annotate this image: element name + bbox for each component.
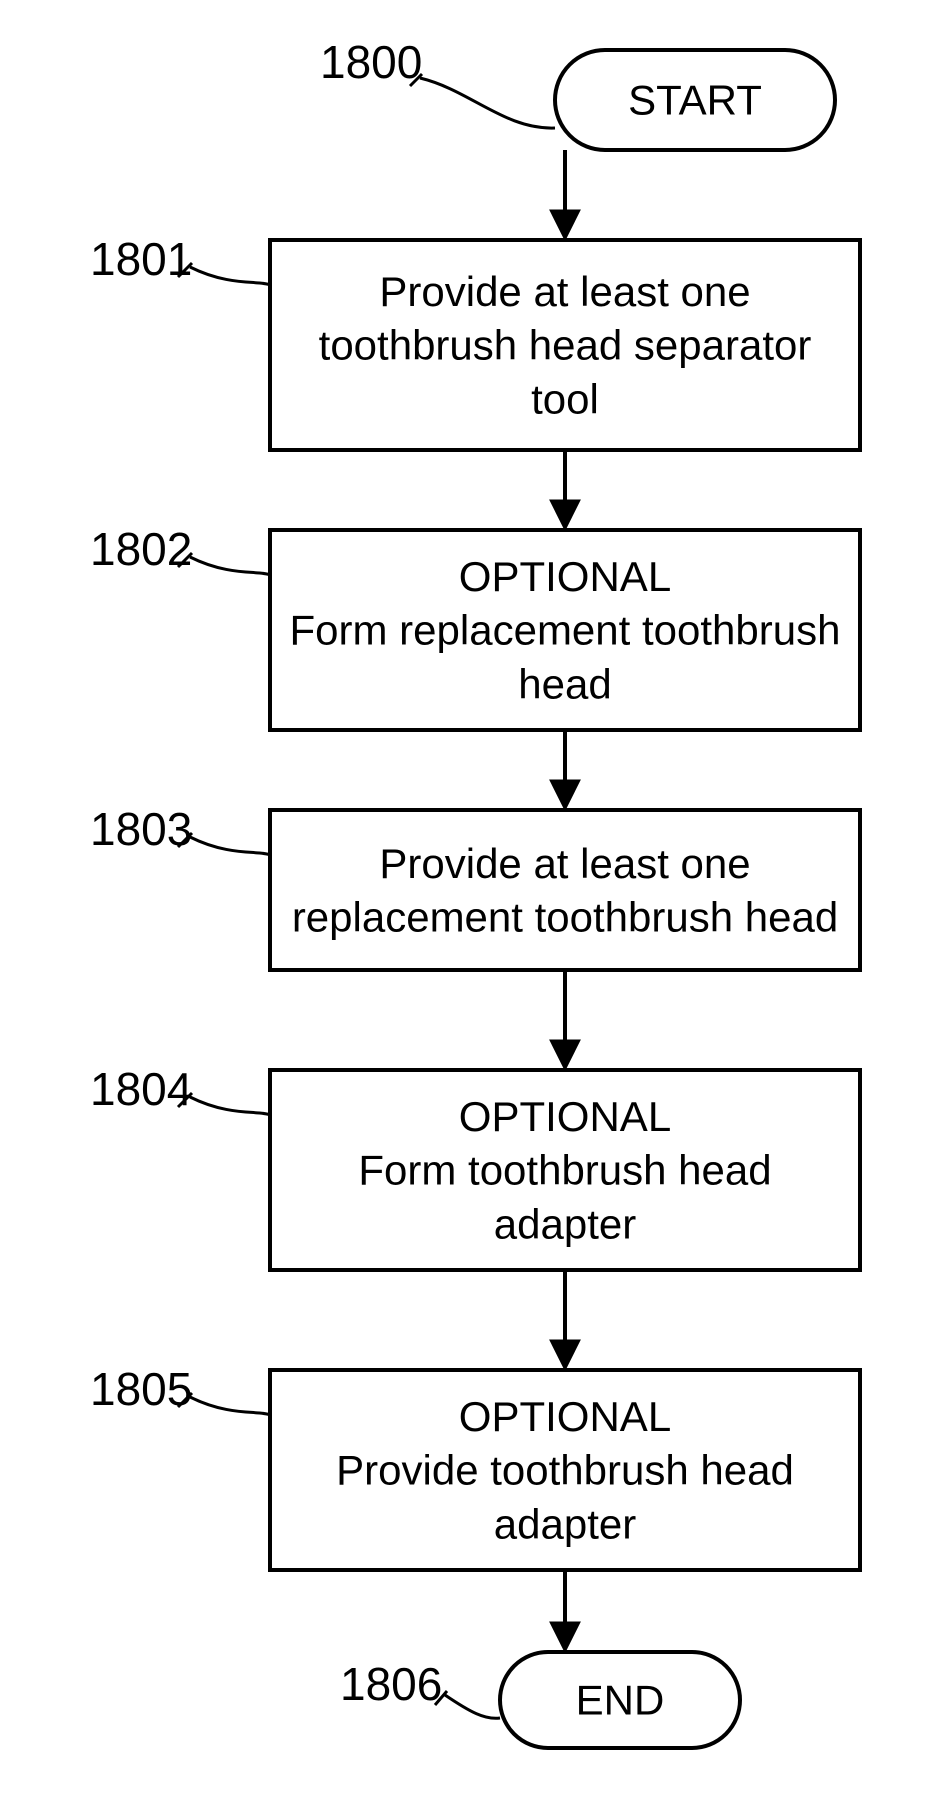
ref-1804: 1804 bbox=[90, 1063, 192, 1115]
step-1804-text: OPTIONALForm toothbrush headadapter bbox=[358, 1093, 771, 1248]
leader-1806 bbox=[445, 1695, 500, 1718]
leader-1801 bbox=[190, 267, 270, 285]
start-terminal: START bbox=[555, 50, 835, 150]
leader-1802 bbox=[190, 557, 270, 575]
leader-1805 bbox=[190, 1397, 270, 1415]
ref-1801: 1801 bbox=[90, 233, 192, 285]
leader-1803 bbox=[190, 837, 270, 855]
step-1802-text: OPTIONALForm replacement toothbrushhead bbox=[290, 553, 841, 708]
ref-1805: 1805 bbox=[90, 1363, 192, 1415]
step-1801: Provide at least onetoothbrush head sepa… bbox=[270, 240, 860, 450]
step-1802: OPTIONALForm replacement toothbrushhead bbox=[270, 530, 860, 730]
end-terminal-label: END bbox=[576, 1677, 665, 1724]
step-1801-text: Provide at least onetoothbrush head sepa… bbox=[319, 268, 812, 423]
ref-1806: 1806 bbox=[340, 1658, 442, 1710]
step-1803: Provide at least onereplacement toothbru… bbox=[270, 810, 860, 970]
step-1805-text: OPTIONALProvide toothbrush headadapter bbox=[336, 1393, 794, 1548]
leader-1800 bbox=[420, 78, 555, 128]
step-1803-text: Provide at least onereplacement toothbru… bbox=[292, 840, 838, 941]
step-1805: OPTIONALProvide toothbrush headadapter bbox=[270, 1370, 860, 1570]
end-terminal: END bbox=[500, 1652, 740, 1748]
ref-1803: 1803 bbox=[90, 803, 192, 855]
step-1804: OPTIONALForm toothbrush headadapter bbox=[270, 1070, 860, 1270]
leader-1804 bbox=[190, 1097, 270, 1115]
ref-1802: 1802 bbox=[90, 523, 192, 575]
ref-1800: 1800 bbox=[320, 36, 422, 88]
start-terminal-label: START bbox=[628, 77, 762, 124]
